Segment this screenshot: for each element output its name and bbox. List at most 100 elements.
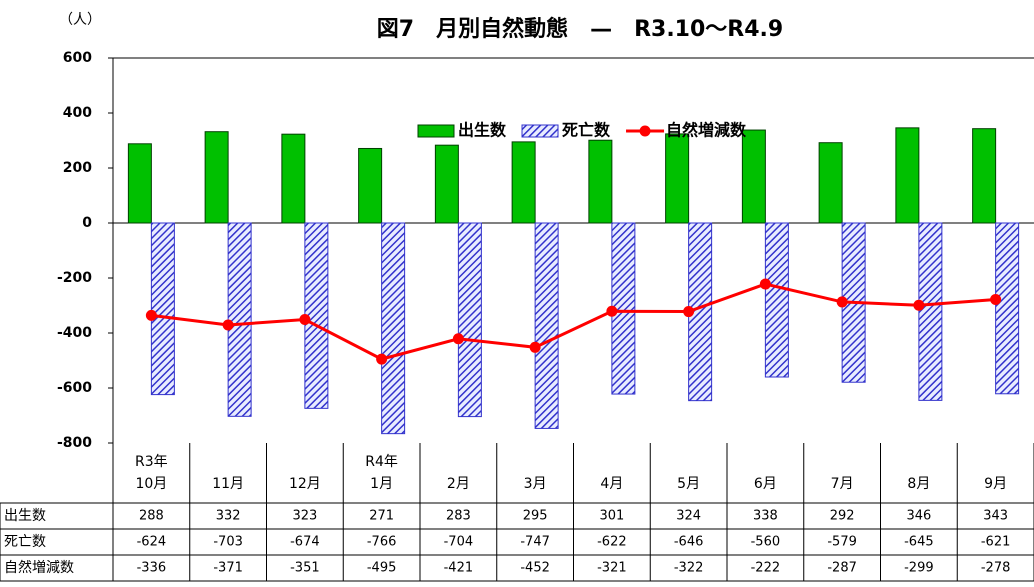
table-cell: 292 [830, 509, 855, 524]
table-cell: -322 [674, 561, 704, 576]
table-cell: 288 [139, 509, 164, 524]
x-tick-label: 3月 [524, 476, 547, 492]
line [151, 282, 996, 361]
table-cell: 271 [369, 509, 394, 524]
table-cell: -624 [137, 535, 167, 550]
table-cell: 324 [676, 509, 701, 524]
x-tick-label: 5月 [677, 476, 700, 492]
bar [457, 222, 482, 418]
bar [918, 222, 943, 401]
marker [683, 306, 695, 318]
x-tick-label: R3年 [135, 454, 168, 470]
y-tick-label: 200 [63, 160, 92, 176]
table-cell: 283 [446, 509, 471, 524]
table-cell: -287 [827, 561, 857, 576]
legend-swatch [521, 124, 559, 138]
table-cell: -703 [213, 535, 243, 550]
bar [434, 144, 459, 224]
x-tick-label: 7月 [831, 476, 854, 492]
table-cell: -579 [827, 535, 857, 550]
legend-label: 自然増減数 [666, 121, 747, 140]
bar [534, 222, 559, 429]
marker [222, 319, 234, 331]
marker [990, 293, 1002, 305]
bar [665, 133, 690, 224]
table-cell: -278 [981, 561, 1011, 576]
bar [511, 141, 536, 224]
table-cell: -452 [520, 561, 550, 576]
bar [204, 131, 229, 224]
x-tick-label: 9月 [984, 476, 1007, 492]
y-tick-label: 600 [63, 50, 92, 66]
y-unit: （人） [59, 12, 101, 28]
bar [227, 222, 252, 417]
marker [452, 333, 464, 345]
row-header: 死亡数 [4, 534, 46, 550]
marker [759, 278, 771, 290]
row-header: 自然増減数 [4, 559, 74, 576]
marker [145, 309, 157, 321]
table-cell: -645 [904, 535, 934, 550]
row-header: 出生数 [4, 508, 46, 524]
x-tick-label: 4月 [600, 476, 623, 492]
table-cell: -646 [674, 535, 704, 550]
table-cell: -704 [444, 535, 474, 550]
table-cell: -421 [444, 561, 474, 576]
table-cell: -299 [904, 561, 934, 576]
bar [818, 142, 843, 224]
table-cell: 338 [753, 509, 778, 524]
table-cell: -674 [290, 535, 320, 550]
marker [529, 341, 541, 353]
x-tick-label: R4年 [365, 454, 398, 470]
y-tick-label: -600 [57, 380, 92, 396]
bar [127, 143, 152, 224]
legend-marker [639, 125, 651, 137]
y-tick-label: 0 [82, 215, 92, 231]
marker [299, 314, 311, 326]
x-tick-label: 8月 [907, 476, 930, 492]
x-tick-label: 2月 [447, 476, 470, 492]
table-cell: -766 [367, 535, 397, 550]
bar [741, 129, 766, 224]
x-tick-label: 12月 [289, 476, 321, 492]
table-cell: 332 [216, 509, 241, 524]
bar [381, 222, 406, 435]
y-tick-label: -800 [57, 435, 92, 451]
table-cell: -222 [751, 561, 781, 576]
y-tick-label: -200 [57, 270, 92, 286]
legend-label: 出生数 [458, 121, 507, 140]
legend-label: 死亡数 [562, 121, 611, 140]
marker [836, 296, 848, 308]
marker [913, 299, 925, 311]
legend-swatch [417, 124, 455, 138]
table-cell: -336 [137, 561, 167, 576]
table-cell: -747 [520, 535, 550, 550]
bar [995, 222, 1020, 395]
marker [376, 353, 388, 365]
x-tick-label: 1月 [370, 476, 393, 492]
table-cell: -621 [981, 535, 1011, 550]
bar [972, 128, 997, 224]
table-cell: 295 [523, 509, 548, 524]
x-tick-label: 10月 [135, 476, 167, 492]
table-cell: 301 [599, 509, 624, 524]
chart-title: 図7 月別自然動態 — R3.10〜R4.9 [377, 16, 783, 42]
y-tick-label: 400 [63, 105, 92, 121]
bar [764, 222, 789, 378]
bar [358, 147, 383, 224]
table-cell: 346 [906, 509, 931, 524]
table-cell: -351 [290, 561, 320, 576]
table-cell: -371 [213, 561, 243, 576]
bar [150, 222, 175, 396]
x-tick-label: 6月 [754, 476, 777, 492]
table-cell: 323 [292, 509, 317, 524]
bar [895, 127, 920, 224]
table-cell: -560 [751, 535, 781, 550]
table-cell: -622 [597, 535, 627, 550]
bar [281, 133, 306, 224]
bar [588, 139, 613, 224]
table-cell: -321 [597, 561, 627, 576]
table-cell: 343 [983, 509, 1008, 524]
marker [606, 305, 618, 317]
